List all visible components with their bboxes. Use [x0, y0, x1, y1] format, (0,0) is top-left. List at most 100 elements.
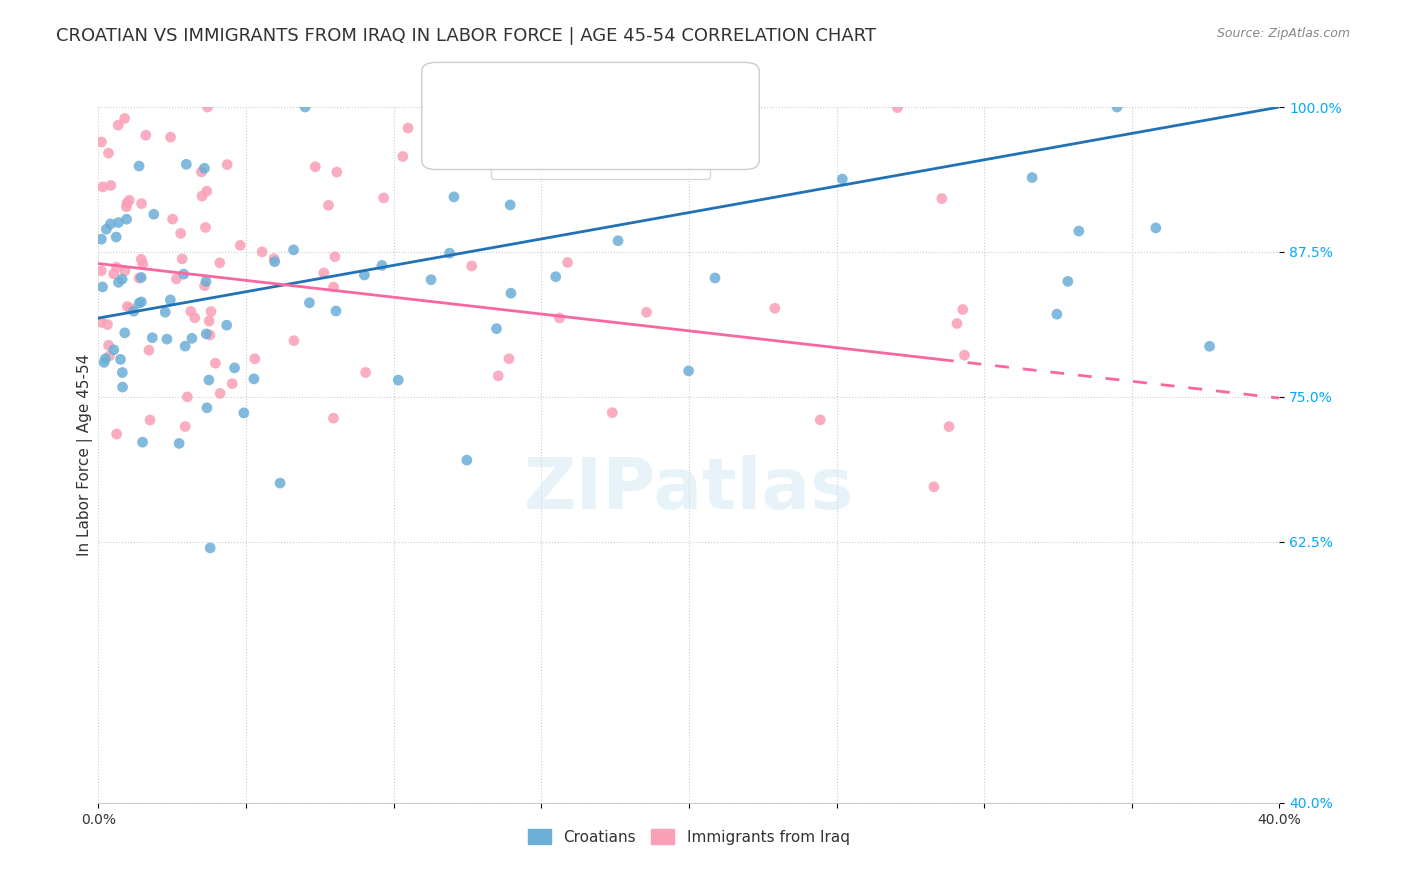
- Point: [122, 304, 145, 318]
- Point: [131, 196, 153, 211]
- Point: [111, 380, 134, 394]
- Point: [155, 305, 177, 319]
- Point: [141, 331, 163, 345]
- Point: [162, 212, 184, 227]
- Point: [547, 100, 569, 114]
- Point: [322, 411, 344, 425]
- Point: [198, 328, 221, 343]
- Point: [128, 271, 150, 285]
- Point: [169, 227, 191, 241]
- Point: [229, 238, 252, 252]
- Point: [243, 372, 266, 386]
- Point: [953, 348, 976, 362]
- Text: CROATIAN VS IMMIGRANTS FROM IRAQ IN LABOR FORCE | AGE 45-54 CORRELATION CHART: CROATIAN VS IMMIGRANTS FROM IRAQ IN LABO…: [56, 27, 876, 45]
- Point: [194, 278, 217, 293]
- Point: [607, 234, 630, 248]
- Point: [283, 243, 305, 257]
- Point: [93, 355, 115, 369]
- Point: [1144, 221, 1167, 235]
- Point: [115, 200, 138, 214]
- Point: [1107, 100, 1129, 114]
- Point: [167, 436, 190, 450]
- Point: [142, 207, 165, 221]
- Point: [1198, 339, 1220, 353]
- Point: [693, 100, 716, 114]
- Point: [96, 222, 118, 236]
- Point: [461, 259, 484, 273]
- Point: [91, 280, 114, 294]
- Point: [105, 230, 128, 244]
- Point: [922, 480, 945, 494]
- Point: [575, 100, 598, 114]
- Point: [931, 192, 953, 206]
- Point: [1067, 224, 1090, 238]
- Point: [544, 269, 567, 284]
- Point: [499, 198, 522, 212]
- Point: [114, 326, 136, 340]
- Point: [263, 252, 285, 266]
- Point: [557, 255, 579, 269]
- Point: [191, 189, 214, 203]
- Point: [294, 100, 316, 114]
- Point: [499, 286, 522, 301]
- Point: [135, 128, 157, 143]
- Point: [224, 360, 246, 375]
- Point: [198, 314, 221, 328]
- Point: [704, 271, 727, 285]
- Point: [174, 339, 197, 353]
- Point: [174, 157, 197, 171]
- Point: [678, 364, 700, 378]
- Point: [673, 136, 696, 150]
- Point: [498, 351, 520, 366]
- Point: [159, 293, 181, 307]
- Point: [952, 302, 974, 317]
- Point: [100, 217, 122, 231]
- Y-axis label: In Labor Force | Age 45-54: In Labor Force | Age 45-54: [77, 354, 93, 556]
- Point: [174, 419, 197, 434]
- Point: [546, 100, 568, 114]
- Point: [197, 100, 219, 114]
- Point: [128, 296, 150, 310]
- Point: [90, 135, 112, 149]
- Point: [298, 295, 321, 310]
- Point: [763, 301, 786, 316]
- Point: [193, 161, 215, 176]
- Point: [117, 300, 139, 314]
- Point: [326, 165, 349, 179]
- Point: [195, 274, 218, 288]
- Point: [111, 272, 134, 286]
- Point: [323, 250, 346, 264]
- Point: [614, 155, 637, 169]
- Point: [120, 301, 142, 315]
- Point: [176, 390, 198, 404]
- Point: [283, 334, 305, 348]
- Point: [886, 101, 908, 115]
- Point: [118, 194, 141, 208]
- Point: [1056, 274, 1078, 288]
- Point: [114, 264, 136, 278]
- Point: [90, 232, 112, 246]
- Point: [387, 373, 409, 387]
- Point: [209, 386, 232, 401]
- Point: [221, 376, 243, 391]
- Point: [198, 373, 221, 387]
- Point: [198, 541, 221, 555]
- Point: [263, 254, 285, 268]
- Point: [115, 212, 138, 227]
- Point: [325, 304, 347, 318]
- Point: [605, 100, 627, 114]
- Point: [208, 256, 231, 270]
- Point: [304, 160, 326, 174]
- Point: [243, 351, 266, 366]
- Point: [105, 260, 128, 275]
- Point: [90, 264, 112, 278]
- Point: [156, 332, 179, 346]
- Point: [195, 326, 218, 341]
- Point: [114, 112, 136, 126]
- Point: [456, 453, 478, 467]
- Point: [548, 311, 571, 326]
- Point: [190, 165, 212, 179]
- Point: [180, 331, 202, 345]
- Point: [110, 352, 132, 367]
- Point: [831, 172, 853, 186]
